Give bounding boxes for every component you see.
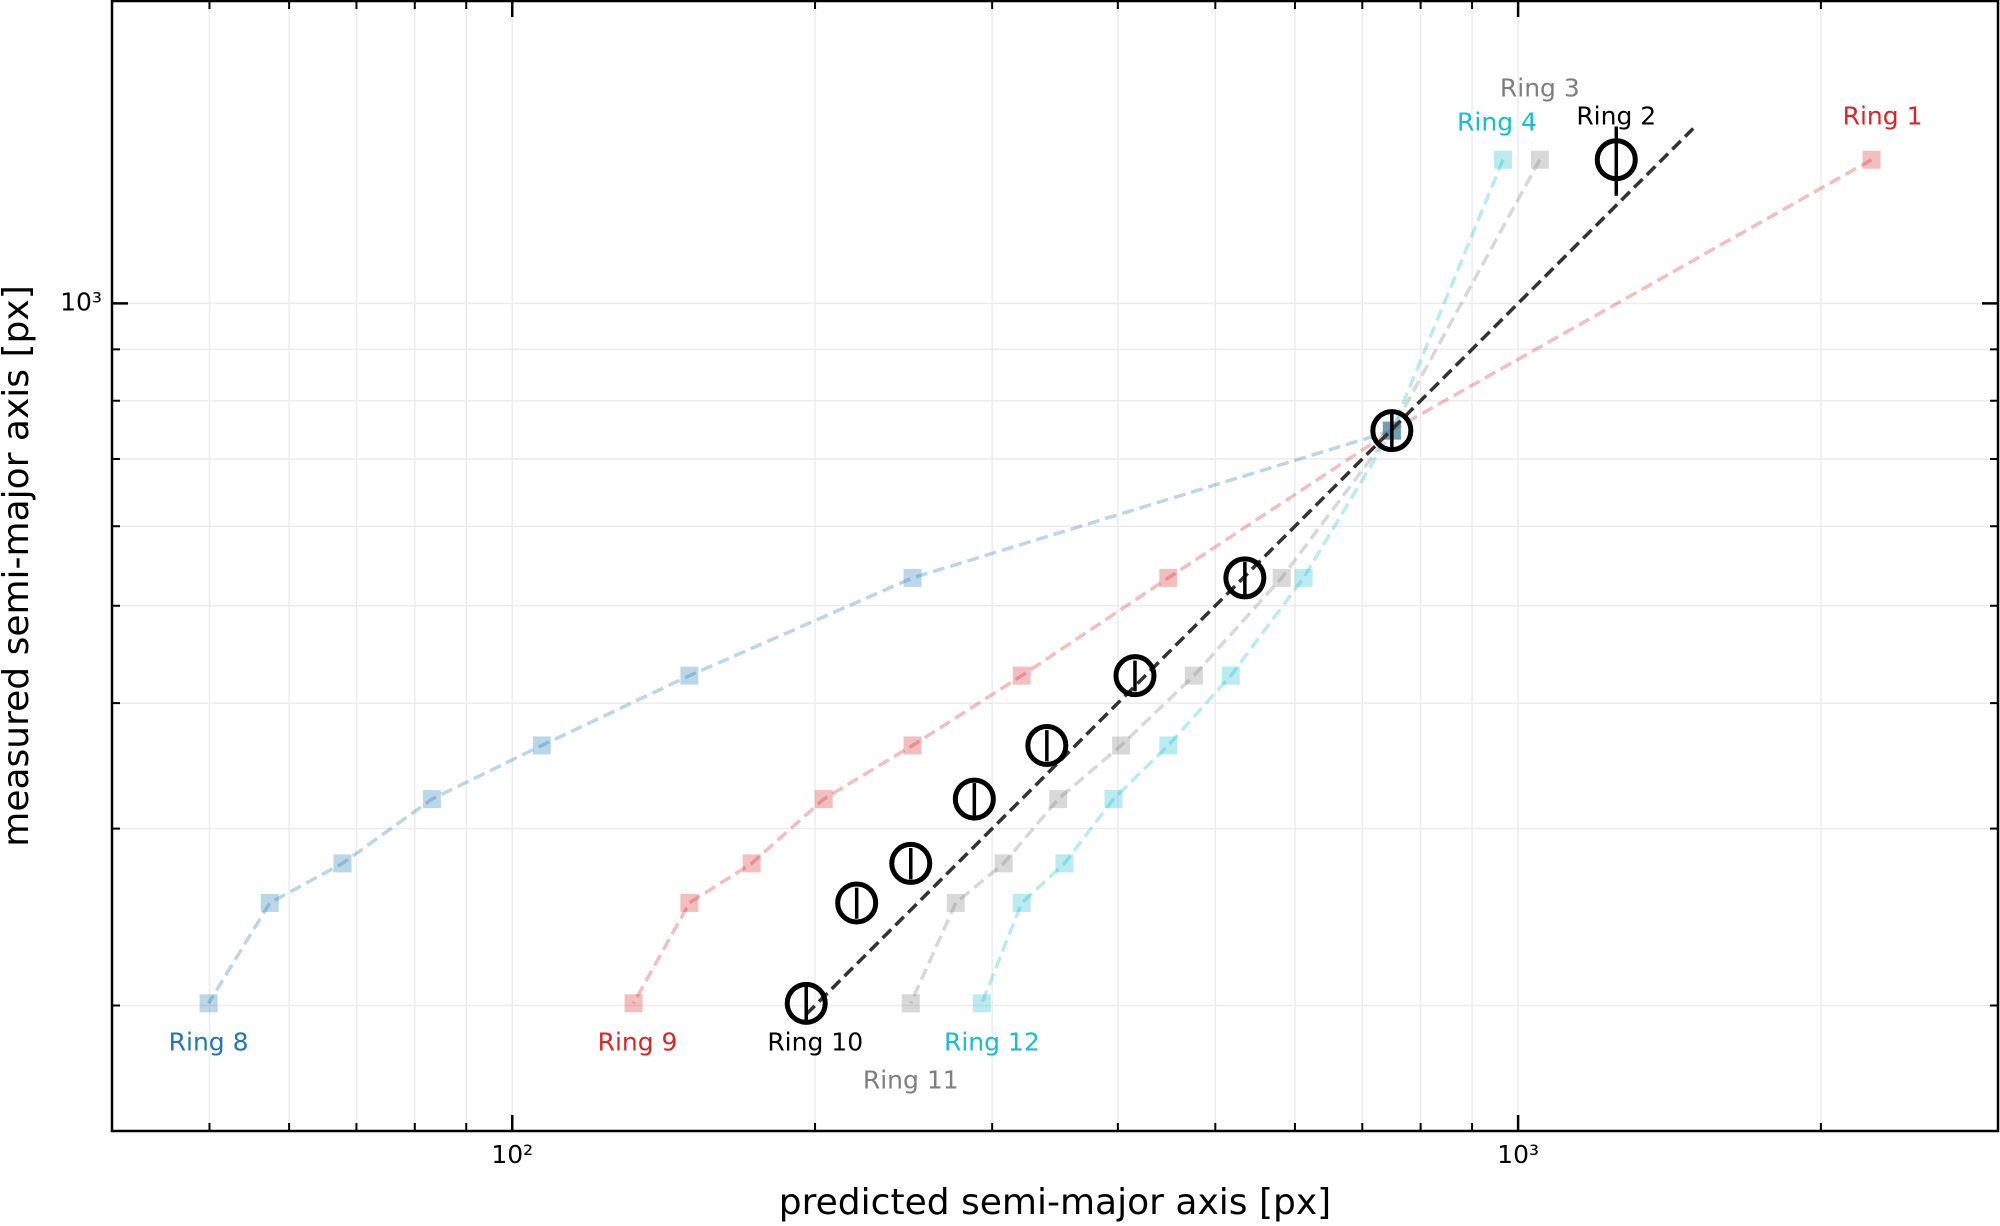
- series-line: [632, 158, 1873, 1005]
- point: [532, 736, 551, 755]
- series: [804, 127, 1695, 1016]
- x-tick-label: 10³: [1497, 1140, 1539, 1169]
- point: [1862, 150, 1881, 169]
- point: [260, 893, 279, 912]
- ring-label: Ring 12: [944, 1027, 1040, 1056]
- series: [624, 150, 1881, 1013]
- point: [889, 841, 933, 885]
- point: [1113, 654, 1157, 698]
- point: [333, 854, 352, 873]
- point: [624, 994, 643, 1013]
- point: [972, 994, 991, 1013]
- y-tick-label: 10³: [60, 287, 102, 316]
- point: [1223, 556, 1267, 600]
- point: [814, 790, 833, 809]
- point: [1104, 790, 1123, 809]
- series-line: [980, 159, 1505, 1004]
- ring-label: Ring 11: [863, 1065, 959, 1094]
- point: [1370, 409, 1414, 453]
- point: [901, 994, 920, 1013]
- ring-label: Ring 2: [1576, 102, 1656, 131]
- point: [1530, 150, 1549, 169]
- point: [1159, 568, 1178, 587]
- series-line: [804, 127, 1695, 1016]
- point: [1025, 723, 1069, 767]
- point: [1012, 893, 1031, 912]
- point: [903, 736, 922, 755]
- x-axis-label: predicted semi-major axis [px]: [779, 1182, 1331, 1223]
- point: [835, 881, 879, 925]
- ring-label: Ring 4: [1457, 108, 1537, 137]
- grid: [112, 1, 1999, 1131]
- point: [994, 854, 1013, 873]
- series: [784, 126, 1638, 1025]
- ring-label: Ring 3: [1500, 74, 1580, 103]
- point: [1221, 666, 1240, 685]
- point: [784, 981, 828, 1025]
- point: [680, 893, 699, 912]
- x-tick-label: 10²: [491, 1140, 533, 1169]
- series: [972, 150, 1512, 1013]
- point: [1493, 150, 1512, 169]
- series-line: [207, 428, 1393, 1005]
- point: [1184, 666, 1203, 685]
- point: [680, 666, 699, 685]
- point: [742, 854, 761, 873]
- point: [1049, 790, 1068, 809]
- ring-label: Ring 8: [169, 1027, 249, 1056]
- series: [199, 421, 1401, 1013]
- point: [903, 568, 922, 587]
- point: [199, 994, 218, 1013]
- series: [901, 150, 1549, 1013]
- ring-label: Ring 10: [767, 1027, 863, 1056]
- point: [952, 777, 996, 821]
- point: [1055, 854, 1074, 873]
- point: [1294, 568, 1313, 587]
- plot-frame: [110, 0, 2000, 1133]
- y-axis-label: measured semi-major axis [px]: [0, 285, 37, 846]
- point: [946, 893, 965, 912]
- point: [1112, 736, 1131, 755]
- ring-label: Ring 9: [598, 1027, 678, 1056]
- point: [1272, 568, 1291, 587]
- series-line: [909, 158, 1542, 1005]
- point: [422, 790, 441, 809]
- ring-label: Ring 1: [1843, 102, 1923, 131]
- point: [1159, 736, 1178, 755]
- point: [1012, 666, 1031, 685]
